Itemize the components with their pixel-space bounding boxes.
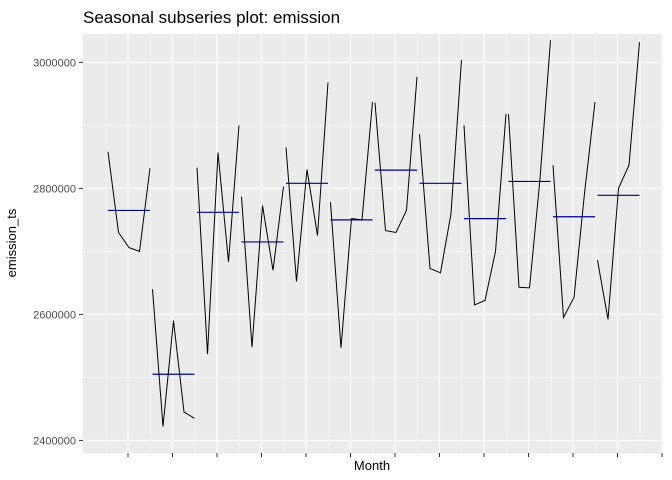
y-tick-label: 2400000 [33,435,76,447]
x-axis-title: Month [354,458,390,473]
month-10-series-line [508,40,551,289]
grid-lines [83,34,663,453]
y-tick-label: 3000000 [33,57,76,69]
series-lines [107,40,640,427]
mean-lines [108,169,640,375]
x-axis [127,453,663,457]
y-tick-label: 2600000 [33,309,76,321]
month-3-series-line [196,125,240,355]
y-tick-label: 2800000 [33,183,76,195]
month-6-series-line [330,101,373,348]
chart-title: Seasonal subseries plot: emission [83,8,340,27]
month-2-series-line [152,289,195,427]
y-axis: 2400000 2600000 2800000 3000000 [33,57,83,447]
y-axis-title: emission_ts [4,208,19,277]
month-9-series-line [463,113,507,306]
month-7-series-line [374,76,418,234]
month-11-series-line [552,101,596,320]
month-1-series-line [107,151,151,253]
month-8-series-line [419,59,462,274]
month-5-series-line [285,82,329,282]
month-12-series-line [597,42,640,320]
